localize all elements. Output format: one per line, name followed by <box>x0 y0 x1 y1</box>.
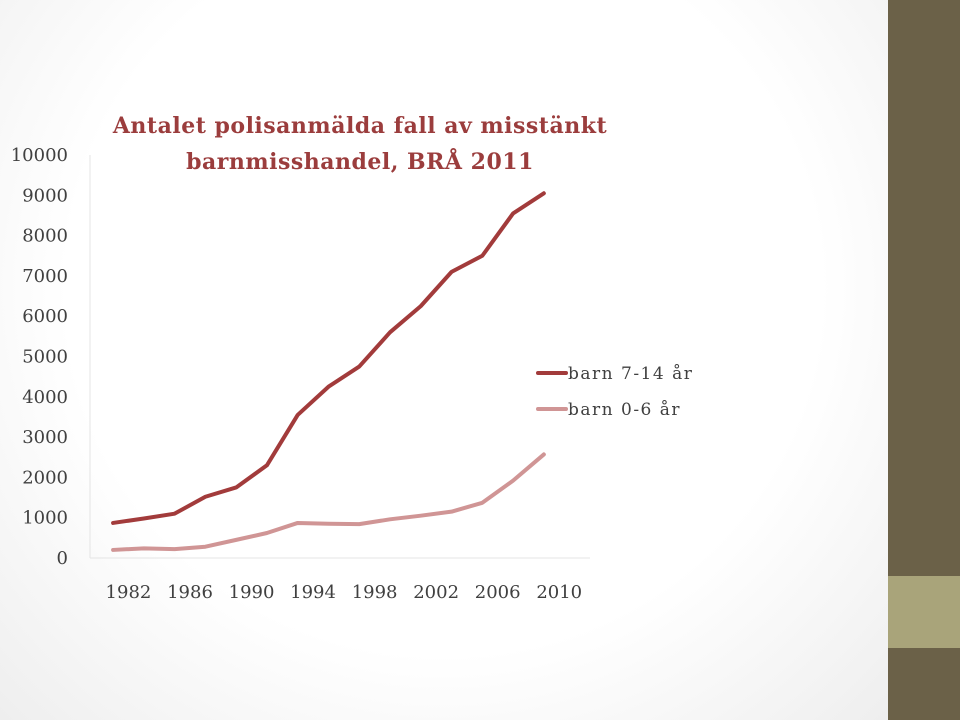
x-tick-label: 1998 <box>352 582 398 603</box>
y-tick-label: 10000 <box>11 145 68 166</box>
y-tick-label: 9000 <box>22 185 68 206</box>
x-tick-label: 2002 <box>413 582 459 603</box>
x-tick-label: 2010 <box>536 582 582 603</box>
x-tick-label: 1982 <box>106 582 152 603</box>
line-chart: 0 1000 2000 3000 4000 5000 6000 7000 8000 9000 100… <box>11 145 693 603</box>
side-bar-top <box>888 0 960 576</box>
x-tick-label: 1990 <box>229 582 275 603</box>
side-bar-accent <box>888 576 960 648</box>
side-bar-bottom <box>888 648 960 720</box>
legend-label-0: barn 7-14 år <box>568 364 693 384</box>
y-tick-label: 0 <box>57 548 68 569</box>
y-tick-label: 5000 <box>22 347 68 368</box>
y-tick-label: 2000 <box>22 467 68 488</box>
series-line-1 <box>111 452 546 552</box>
x-tick-label: 1986 <box>167 582 213 603</box>
y-tick-label: 8000 <box>22 226 68 247</box>
y-tick-label: 3000 <box>22 427 68 448</box>
y-tick-label: 1000 <box>22 508 68 529</box>
y-tick-label: 6000 <box>22 306 68 327</box>
slide-background <box>0 0 888 720</box>
x-tick-label: 2006 <box>475 582 521 603</box>
legend-label-1: barn 0-6 år <box>568 400 681 420</box>
chart-title: Antalet polisanmälda fall av misstänkt b… <box>80 108 640 180</box>
x-tick-label: 1994 <box>290 582 336 603</box>
y-tick-label: 4000 <box>22 387 68 408</box>
chart-title-line-1: Antalet polisanmälda fall av misstänkt <box>112 113 608 139</box>
series-line-0 <box>111 191 546 525</box>
y-tick-label: 7000 <box>22 266 68 287</box>
chart-title-line-2: barnmisshandel, BRÅ 2011 <box>186 149 534 175</box>
